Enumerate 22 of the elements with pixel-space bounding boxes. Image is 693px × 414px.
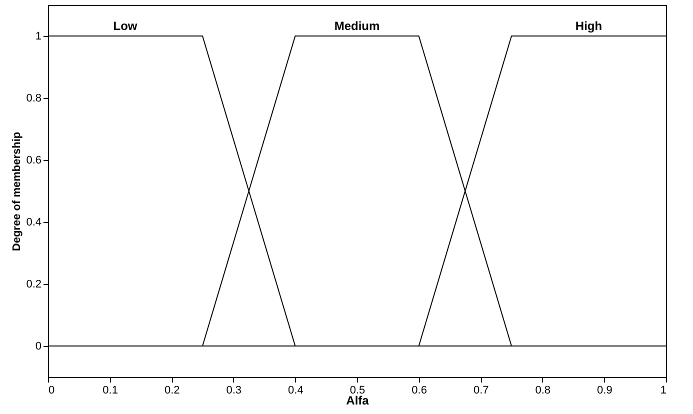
series-label: Low [113,19,138,33]
x-tick-label: 0.4 [288,384,304,396]
x-tick-label: 0.8 [535,384,551,396]
y-tick-label: 0.4 [26,216,42,228]
x-tick-label: 0.1 [102,384,118,396]
y-axis-title: Degree of membership [11,132,24,252]
series-label: Medium [334,19,380,33]
y-tick-label: 0 [35,340,42,352]
y-tick-label: 1 [35,30,42,42]
x-tick-label: 0.2 [164,384,180,396]
series-label: High [575,19,602,33]
x-tick-label: 0 [48,384,55,396]
x-tick-label: 0.7 [473,384,489,396]
x-tick-label: 0.3 [226,384,242,396]
x-axis-title: Alfa [346,394,370,408]
x-tick-label: 1 [660,384,666,396]
y-tick-label: 0.2 [26,278,42,290]
x-tick-label: 0.5 [350,384,366,396]
x-tick-label: 0.6 [412,384,427,396]
x-tick-label: 0.9 [597,384,612,396]
y-tick-label: 0.8 [26,92,42,104]
y-tick-label: 0.6 [26,154,42,166]
